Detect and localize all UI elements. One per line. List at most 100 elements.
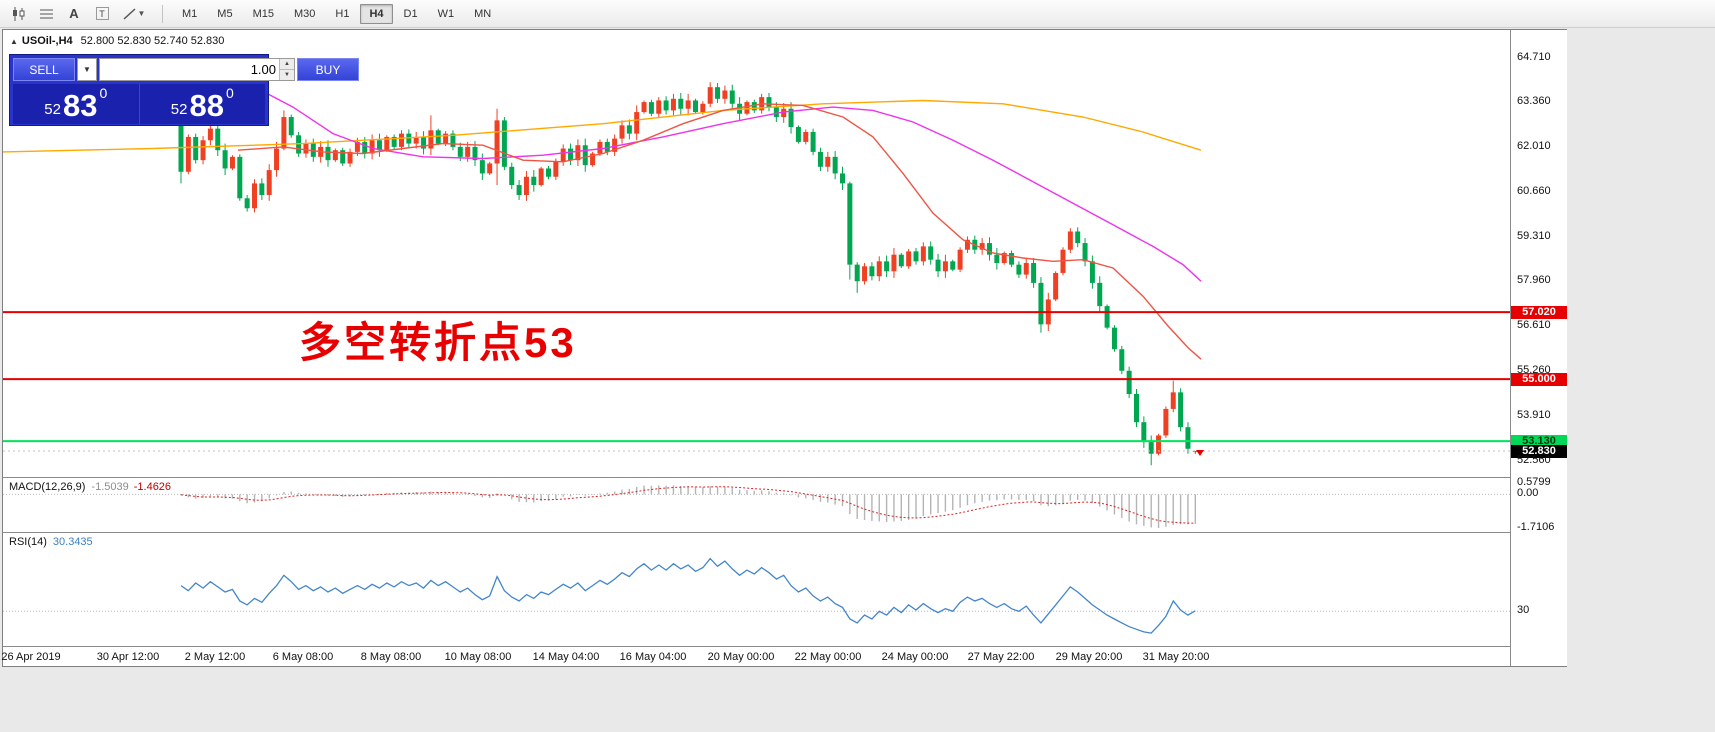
timeframe-button-m1[interactable]: M1 bbox=[182, 7, 198, 20]
timeframe-bar: M1 M5 M15 M30 H1 H4 D1 W1 MN bbox=[172, 3, 501, 24]
candle bbox=[693, 98, 698, 114]
candle bbox=[509, 162, 515, 190]
candle bbox=[707, 82, 713, 108]
timeframe-button-mn[interactable]: MN bbox=[474, 7, 492, 20]
candle bbox=[487, 161, 493, 176]
volume-dropdown-button[interactable]: ▼ bbox=[77, 58, 97, 81]
candle bbox=[421, 131, 427, 155]
main-chart-canvas[interactable] bbox=[3, 30, 1510, 477]
timeframe-button-w1[interactable]: W1 bbox=[437, 7, 455, 20]
ma-medium-magenta bbox=[257, 88, 1202, 282]
ma-fast-red bbox=[237, 103, 1202, 360]
macd-panel[interactable]: MACD(12,26,9) -1.5039 -1.4626 bbox=[3, 477, 1510, 532]
price-tick-label: 55.260 bbox=[1517, 363, 1551, 376]
candlestick-chart-icon[interactable] bbox=[5, 3, 31, 25]
candle bbox=[546, 165, 551, 180]
volume-spinner-down[interactable]: ▼ bbox=[280, 70, 294, 80]
timeframe-button-m15[interactable]: M15 bbox=[252, 7, 274, 20]
candle bbox=[641, 100, 647, 114]
rsi-value: 30.3435 bbox=[52, 536, 93, 548]
candle bbox=[1163, 406, 1169, 438]
price-line-tag: 53.130 bbox=[1511, 434, 1567, 448]
candle bbox=[1111, 325, 1117, 352]
candle bbox=[619, 120, 625, 144]
candle bbox=[259, 178, 265, 200]
candle bbox=[1001, 251, 1007, 265]
label-tool-icon[interactable]: A bbox=[69, 6, 79, 21]
candle bbox=[1067, 228, 1073, 254]
candle bbox=[193, 133, 199, 164]
candle bbox=[1075, 227, 1081, 248]
candle bbox=[817, 147, 823, 171]
volume-spinner-up[interactable]: ▲ bbox=[280, 59, 294, 70]
one-click-trading-panel: SELL ▼ ▲ ▼ BUY 52 83 0 52 88 0 bbox=[9, 54, 359, 126]
candle bbox=[369, 134, 375, 160]
candle bbox=[207, 123, 213, 146]
candle bbox=[773, 102, 779, 123]
price-tick-label: 53.910 bbox=[1517, 408, 1551, 421]
timeframe-button-d1[interactable]: D1 bbox=[403, 7, 418, 20]
candle bbox=[942, 254, 948, 278]
candle bbox=[979, 238, 985, 255]
timeframe-button-h1[interactable]: H1 bbox=[335, 7, 350, 20]
shapes-tool-icon[interactable]: ▼ bbox=[117, 3, 151, 25]
time-label: 10 May 08:00 bbox=[444, 651, 512, 663]
chart-collapse-icon[interactable]: ▲ bbox=[10, 37, 18, 46]
candle bbox=[237, 154, 243, 201]
timeframe-button-m30[interactable]: M30 bbox=[293, 7, 316, 20]
buy-button[interactable]: BUY bbox=[297, 58, 359, 81]
buy-price-prefix: 52 bbox=[170, 101, 188, 118]
candle bbox=[1170, 380, 1176, 413]
candle bbox=[854, 262, 860, 293]
macd-axis-label: 0.00 bbox=[1517, 487, 1539, 500]
rsi-line bbox=[180, 557, 1196, 634]
price-plot bbox=[3, 82, 1510, 466]
candle bbox=[1119, 345, 1125, 375]
time-label: 27 May 22:00 bbox=[967, 651, 1035, 663]
rsi-name: RSI(14) bbox=[9, 536, 47, 548]
price-axis[interactable]: 57.020 55.000 53.130 52.830 64.710 63.360 62.0… bbox=[1510, 30, 1567, 666]
rsi-plot bbox=[3, 557, 1510, 634]
candle bbox=[582, 138, 588, 172]
candle bbox=[347, 148, 353, 167]
candle bbox=[340, 147, 346, 166]
sell-price-big: 83 bbox=[62, 88, 98, 123]
candle bbox=[891, 248, 897, 278]
volume-field-wrap: ▲ ▼ bbox=[99, 58, 295, 81]
candle bbox=[494, 108, 500, 186]
candle bbox=[1038, 277, 1044, 333]
time-axis[interactable]: 26 Apr 2019 30 Apr 12:00 2 May 12:00 6 May … bbox=[1, 646, 1510, 666]
indicators-icon[interactable] bbox=[33, 3, 59, 25]
macd-value-main: -1.5039 bbox=[91, 481, 129, 493]
candle bbox=[1009, 250, 1015, 268]
candle bbox=[1016, 261, 1022, 278]
sell-price-display[interactable]: 52 83 0 bbox=[13, 84, 139, 124]
candle bbox=[715, 83, 721, 103]
candle bbox=[950, 259, 956, 272]
timeframe-button-m5[interactable]: M5 bbox=[217, 7, 233, 20]
candle bbox=[795, 125, 801, 144]
rsi-axis-label: 30 bbox=[1517, 604, 1530, 617]
macd-name: MACD(12,26,9) bbox=[9, 481, 86, 493]
sell-button[interactable]: SELL bbox=[13, 58, 75, 81]
candle bbox=[663, 96, 669, 115]
buy-price-display[interactable]: 52 88 0 bbox=[138, 84, 266, 124]
rsi-panel[interactable]: RSI(14) 30.3435 bbox=[3, 532, 1510, 646]
time-label: 14 May 04:00 bbox=[532, 651, 600, 663]
price-line-tag: 52.830 bbox=[1511, 444, 1567, 458]
timeframe-button-h4[interactable]: H4 bbox=[360, 3, 393, 24]
text-tool-icon[interactable]: T bbox=[89, 3, 115, 25]
candle bbox=[1148, 435, 1154, 466]
candle bbox=[1097, 276, 1103, 313]
candle bbox=[560, 144, 566, 166]
volume-input[interactable] bbox=[100, 59, 279, 80]
time-label: 29 May 20:00 bbox=[1055, 651, 1123, 663]
candle bbox=[590, 151, 596, 167]
time-label: 2 May 12:00 bbox=[184, 651, 246, 663]
candle bbox=[648, 99, 654, 117]
ohlc-readout: 52.800 52.830 52.740 52.830 bbox=[80, 35, 225, 47]
candle bbox=[994, 248, 1000, 270]
candle bbox=[876, 256, 882, 282]
candle bbox=[964, 236, 970, 254]
candle bbox=[266, 164, 272, 201]
